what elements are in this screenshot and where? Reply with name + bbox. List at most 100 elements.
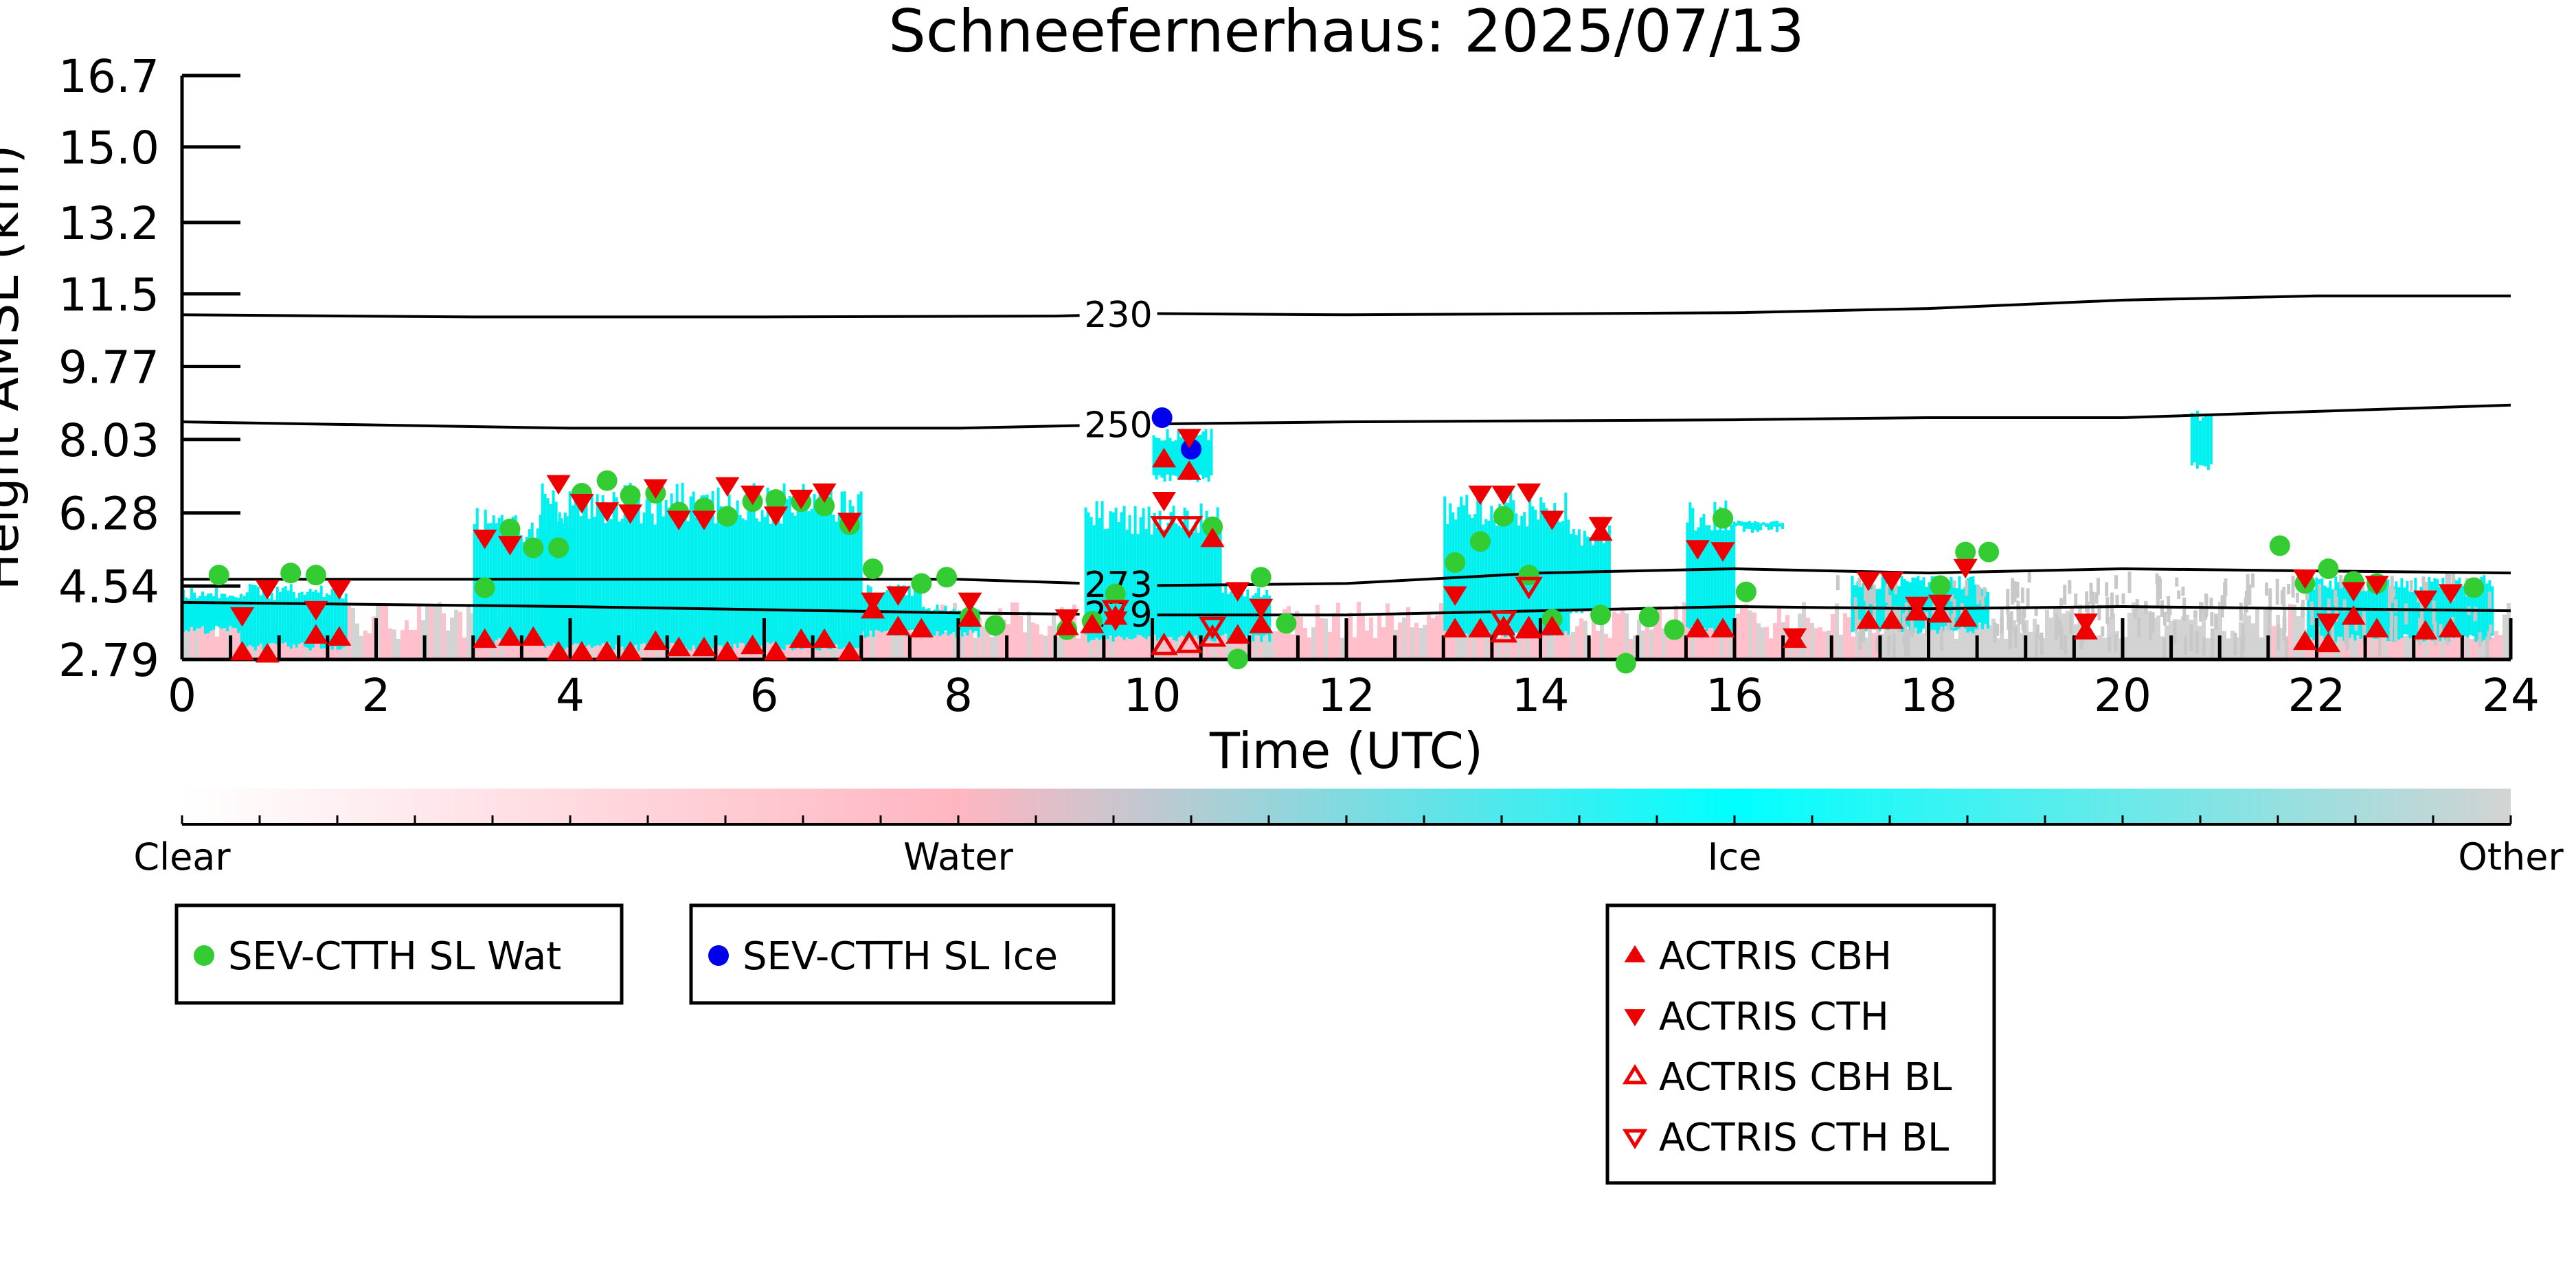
mask-ice-strip <box>1446 523 1449 637</box>
marker-sev-ctth-sl-ice <box>1181 438 1201 460</box>
mask-ground-strip <box>219 621 223 659</box>
marker-actris-cbh <box>1225 624 1250 644</box>
mask-ice-strip <box>2209 416 2213 464</box>
mask-ice-strip <box>791 512 794 651</box>
mask-ice-strip <box>1166 522 1170 637</box>
mask-ice-strip <box>2461 585 2464 642</box>
mask-ice-strip <box>1719 507 1722 629</box>
mask-ice-strip <box>2320 578 2324 636</box>
marker-actris-cth <box>1856 572 1881 591</box>
mask-other-speck <box>2097 605 2101 621</box>
marker-actris-cbh <box>837 641 862 661</box>
mask-other-speck <box>2167 596 2171 615</box>
mask-other-speck <box>2239 602 2243 621</box>
mask-ice-strip <box>1100 501 1104 640</box>
marker-actris-cth <box>618 504 643 524</box>
marker-sev-ctth-sl-wat <box>499 518 521 539</box>
mask-ice-strip <box>645 499 648 649</box>
mask-ground-strip <box>1707 622 1711 659</box>
mask-ground-strip <box>619 635 623 659</box>
mask-ground-strip <box>2206 638 2210 659</box>
y-tick-label: 9.77 <box>58 341 159 394</box>
mask-ground-strip <box>1814 628 1818 659</box>
mask-ground-strip <box>2490 637 2494 659</box>
mask-other-speck <box>2114 575 2119 589</box>
mask-ice-strip <box>1462 505 1466 634</box>
mask-ice-strip <box>1493 519 1496 637</box>
mask-ice-strip <box>231 596 234 628</box>
y-tick-label: 16.7 <box>58 50 159 103</box>
mask-ice-strip <box>1246 589 1250 637</box>
mask-ground-strip <box>1641 630 1645 659</box>
marker-actris-cth <box>546 475 571 495</box>
mask-ground-strip <box>2066 611 2070 659</box>
mask-ice-strip <box>546 498 550 646</box>
mask-ground-strip <box>2111 613 2115 659</box>
mask-ice-strip <box>1207 440 1210 482</box>
mask-ice-strip <box>626 501 629 646</box>
mask-other-speck <box>2275 578 2279 605</box>
mask-ice-strip <box>1114 507 1118 637</box>
mask-ice-strip <box>1553 502 1557 635</box>
mask-ice-strip <box>1903 578 1906 632</box>
mask-ice-strip <box>204 596 207 634</box>
mask-ice-strip <box>256 586 260 646</box>
mask-ground-strip <box>450 617 454 659</box>
mask-other-speck <box>1993 622 1997 643</box>
mask-ice-strip <box>1881 576 1884 626</box>
mask-ice-strip <box>201 591 204 626</box>
mask-ground-strip <box>1464 629 1468 659</box>
mask-ground-strip <box>475 637 479 659</box>
x-tick-label: 6 <box>750 669 779 722</box>
marker-actris-cbh-bl <box>1175 630 1204 653</box>
mask-ground-strip <box>1921 633 1925 659</box>
mask-ice-strip <box>1495 526 1499 633</box>
mask-ground-strip <box>2156 615 2160 659</box>
mask-ground-strip <box>1245 637 1250 659</box>
legend-box <box>689 903 1116 1005</box>
mask-ground-strip <box>2214 613 2218 659</box>
marker-actris-cbh <box>763 641 788 661</box>
mask-ground-strip <box>986 630 990 659</box>
marker-actris-cth <box>1468 485 1493 506</box>
mask-ground-strip <box>2045 609 2049 659</box>
mask-ground-strip <box>1250 624 1254 659</box>
mask-ground-strip <box>1353 637 1357 659</box>
data-markers <box>208 407 2485 674</box>
mask-ice-strip <box>275 587 279 645</box>
mask-ground-strip <box>1575 626 1579 659</box>
mask-ice-strip <box>1243 596 1247 642</box>
mask-ice-strip <box>2422 583 2426 642</box>
mask-ground-strip <box>2251 623 2255 659</box>
mask-ice-strip <box>549 504 552 644</box>
mask-other-speck <box>2108 637 2112 653</box>
mask-other-speck <box>2487 591 2492 609</box>
mask-ice-strip <box>656 501 659 646</box>
x-tick-label: 2 <box>362 669 391 722</box>
mask-other-speck <box>1864 579 1868 601</box>
mask-ground-strip <box>1134 626 1138 659</box>
marker-actris-cbh <box>789 628 813 648</box>
mask-ground-strip <box>1410 627 1414 659</box>
mask-ground-strip <box>1419 628 1423 659</box>
mask-ice-strip <box>1686 522 1689 628</box>
mask-other-speck <box>2027 571 2031 583</box>
mask-ice-strip <box>473 523 476 642</box>
mask-ice-strip <box>933 609 936 636</box>
mask-ice-strip <box>1169 512 1173 637</box>
mask-ice-strip <box>716 487 720 646</box>
mask-ice-strip <box>552 490 555 644</box>
mask-ground-strip <box>2437 616 2441 659</box>
mask-ice-strip <box>576 499 580 644</box>
mask-ice-strip <box>1928 582 1931 633</box>
mask-ground-strip <box>1765 626 1769 659</box>
mask-ground-strip <box>2453 631 2457 659</box>
mask-ground-strip <box>231 613 236 659</box>
x-tick-label: 16 <box>1706 669 1763 722</box>
marker-actris-cth <box>1783 628 1807 648</box>
mask-other-speck <box>2016 600 2020 622</box>
mask-ice-strip <box>727 494 731 644</box>
mask-ground-strip <box>2502 614 2507 659</box>
mask-other-speck <box>2089 583 2093 604</box>
marker-actris-cbh <box>715 641 740 661</box>
